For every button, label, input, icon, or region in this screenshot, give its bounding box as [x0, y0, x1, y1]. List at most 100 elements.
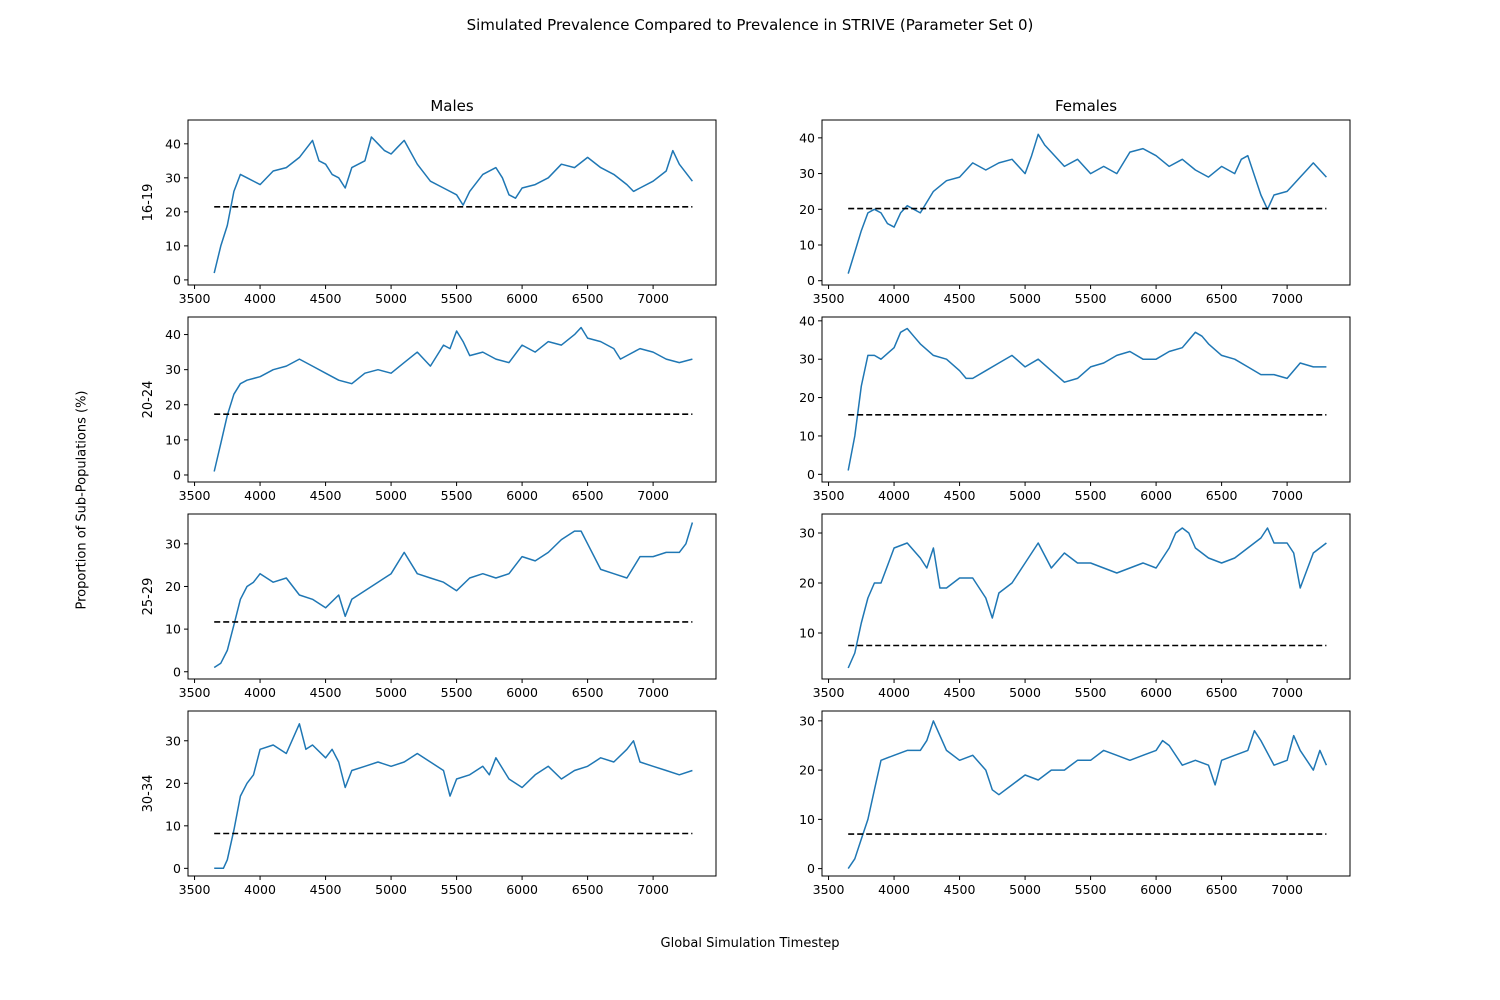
column-title-males: Males — [430, 97, 474, 115]
subplot-males-16-19: 3500 4000 4500 5000 5500 6000 6500 7000 0 10 20 30 4… — [141, 119, 717, 306]
simulated-line-males-20-24 — [213, 326, 693, 472]
y-tick-label: 20 — [165, 579, 181, 594]
x-tick-label: 7000 — [1271, 291, 1303, 306]
x-tick-label: 4000 — [878, 882, 910, 897]
row-label-30-34: 30-34 — [141, 775, 156, 813]
subplot-males-20-24: 3500 4000 4500 5000 5500 6000 6500 7000 0 10 20 30 4… — [141, 316, 717, 503]
axes-frame-females-25-29 — [821, 513, 1351, 680]
x-tick-label: 3500 — [813, 291, 845, 306]
x-tick-label: 5000 — [1009, 488, 1041, 503]
y-tick-label: 10 — [799, 812, 815, 827]
y-tick-label: 20 — [799, 576, 815, 591]
x-tick-label: 5500 — [441, 291, 473, 306]
y-tick-label: 40 — [165, 327, 181, 342]
x-tick-label: 7000 — [637, 882, 669, 897]
x-tick-label: 4500 — [944, 291, 976, 306]
x-tick-label: 4500 — [310, 488, 342, 503]
x-tick-label: 4000 — [244, 685, 276, 700]
y-tick-label: 40 — [165, 136, 181, 151]
subplot-females-30-34: 3500 4000 4500 5000 5500 6000 6500 7000 0 10 20 30 — [799, 710, 1351, 897]
x-tick-label: 6500 — [572, 291, 604, 306]
x-tick-label: 3500 — [813, 685, 845, 700]
x-tick-label: 5000 — [1009, 291, 1041, 306]
y-tick-label: 10 — [799, 428, 815, 443]
y-tick-label: 0 — [173, 664, 181, 679]
x-tick-label: 6500 — [572, 882, 604, 897]
subplot-females-16-19: 3500 4000 4500 5000 5500 6000 6500 7000 0 10 20 30 4… — [799, 119, 1351, 306]
x-tick-label: 5500 — [441, 488, 473, 503]
x-tick-label: 6500 — [1206, 685, 1238, 700]
x-tick-label: 3500 — [813, 488, 845, 503]
y-tick-label: 40 — [799, 130, 815, 145]
subplot-panels: 3500 4000 4500 5000 5500 6000 6500 700001020304… — [141, 119, 1351, 897]
x-tick-label: 4500 — [944, 488, 976, 503]
x-tick-label: 3500 — [179, 488, 211, 503]
axes-frame-males-16-19 — [187, 119, 717, 286]
x-tick-label: 6000 — [506, 488, 538, 503]
axes-frame-males-30-34 — [187, 710, 717, 877]
x-tick-label: 5500 — [1075, 882, 1107, 897]
subplot-females-20-24: 3500 4000 4500 5000 5500 6000 6500 7000 0 10 20 30 4… — [799, 313, 1351, 503]
x-tick-label: 6500 — [572, 685, 604, 700]
simulated-line-males-30-34 — [214, 723, 693, 870]
axes-frame-females-20-24 — [821, 316, 1351, 483]
figure-title: Simulated Prevalence Compared to Prevale… — [466, 16, 1034, 34]
y-tick-label: 30 — [799, 713, 815, 728]
y-tick-label: 20 — [799, 390, 815, 405]
x-tick-label: 5000 — [1009, 882, 1041, 897]
figure-x-label: Global Simulation Timestep — [660, 936, 840, 951]
x-tick-label: 5000 — [375, 488, 407, 503]
y-tick-label: 30 — [799, 166, 815, 181]
y-tick-label: 10 — [165, 238, 181, 253]
x-tick-label: 4500 — [310, 291, 342, 306]
y-tick-label: 0 — [807, 273, 815, 288]
simulated-line-males-16-19 — [213, 136, 693, 274]
y-tick-label: 30 — [799, 526, 815, 541]
row-label-16-19: 16-19 — [141, 184, 156, 222]
x-tick-label: 4000 — [244, 882, 276, 897]
x-tick-label: 6000 — [1140, 685, 1172, 700]
y-tick-label: 10 — [799, 238, 815, 253]
simulated-line-females-30-34 — [847, 720, 1328, 870]
y-tick-label: 0 — [807, 861, 815, 876]
y-tick-label: 0 — [807, 467, 815, 482]
x-tick-label: 3500 — [179, 685, 211, 700]
y-tick-label: 30 — [165, 362, 181, 377]
x-tick-label: 3500 — [179, 291, 211, 306]
y-tick-label: 0 — [173, 272, 181, 287]
axes-frame-females-30-34 — [821, 710, 1351, 877]
simulated-line-females-25-29 — [847, 527, 1327, 669]
x-tick-label: 6500 — [572, 488, 604, 503]
y-tick-label: 20 — [799, 202, 815, 217]
y-tick-label: 40 — [799, 313, 815, 328]
x-tick-label: 7000 — [1271, 685, 1303, 700]
y-tick-label: 30 — [165, 536, 181, 551]
row-label-25-29: 25-29 — [141, 578, 156, 616]
x-tick-label: 6000 — [1140, 291, 1172, 306]
x-tick-label: 6000 — [506, 291, 538, 306]
x-tick-label: 6000 — [1140, 488, 1172, 503]
x-tick-label: 6500 — [1206, 882, 1238, 897]
x-tick-label: 5000 — [375, 291, 407, 306]
x-tick-label: 3500 — [179, 882, 211, 897]
axes-frame-males-20-24 — [187, 316, 717, 483]
column-title-females: Females — [1055, 97, 1117, 115]
axes-frame-males-25-29 — [187, 513, 717, 680]
x-tick-label: 7000 — [637, 291, 669, 306]
x-tick-label: 5500 — [1075, 685, 1107, 700]
x-tick-label: 6500 — [1206, 291, 1238, 306]
y-tick-label: 20 — [165, 776, 181, 791]
x-tick-label: 4000 — [878, 291, 910, 306]
x-tick-label: 3500 — [813, 882, 845, 897]
x-tick-label: 4500 — [310, 882, 342, 897]
simulated-line-males-25-29 — [213, 522, 694, 669]
x-tick-label: 5000 — [375, 685, 407, 700]
x-tick-label: 5000 — [375, 882, 407, 897]
simulated-line-females-16-19 — [847, 133, 1327, 274]
y-tick-label: 20 — [165, 397, 181, 412]
x-tick-label: 6000 — [506, 685, 538, 700]
x-tick-label: 4000 — [878, 685, 910, 700]
x-tick-label: 5500 — [1075, 488, 1107, 503]
x-tick-label: 7000 — [1271, 882, 1303, 897]
